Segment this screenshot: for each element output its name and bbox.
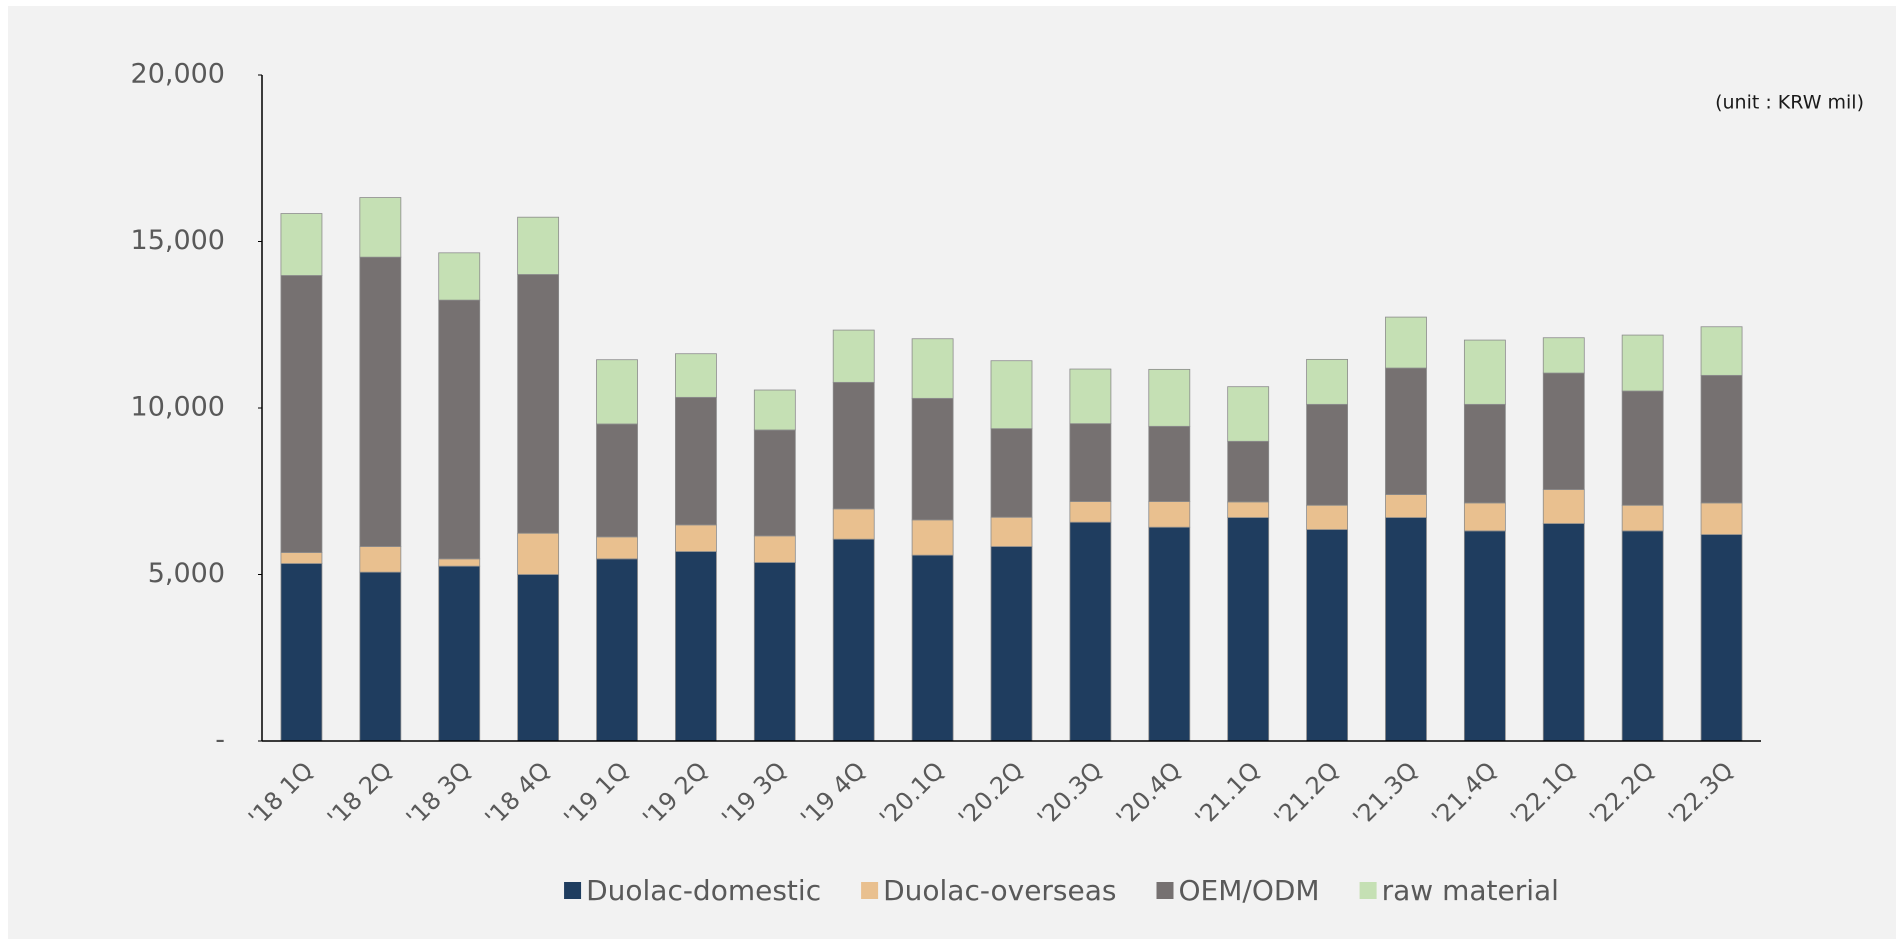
bar-segment [1463,403,1506,504]
bar-segment [1385,494,1427,518]
y-tick-label: 10,000 [131,392,225,423]
bar-segment [675,353,717,398]
bar-segment [596,423,638,538]
bar-segment [1463,339,1506,405]
bar-segment [280,552,323,564]
y-tick-label: 5,000 [148,558,225,589]
bar-segment [675,551,717,742]
bar-segment [1542,489,1585,524]
bar-segment [832,508,875,540]
bar-segment [1306,403,1348,506]
legend-swatch [564,882,582,899]
bar-segment [596,359,638,425]
bar-segment [517,574,560,742]
bar-segment [280,563,323,742]
bar-segment [753,429,796,537]
bar-segment [832,329,875,383]
bar-segment [1306,358,1348,405]
bar-segment [1542,337,1585,374]
bar-segment [1463,502,1506,532]
legend-swatch [861,882,879,899]
y-tick-label: 15,000 [131,225,225,256]
legend-label: raw material [1382,874,1559,907]
bar-segment [911,519,954,556]
bar-segment [359,571,402,742]
bar-segment [1227,440,1270,503]
bar-segment [517,532,560,575]
bar-segment [1700,326,1743,376]
bar-segment [438,558,481,567]
bar-segment [911,338,954,399]
bar-segment [1621,390,1664,506]
y-tick-label: - [215,725,225,756]
bar-segment [990,360,1033,430]
bar-segment [1700,374,1743,504]
bar-segment [1700,502,1743,535]
y-tick-label: 20,000 [131,59,225,90]
bar-segment [1385,517,1427,742]
bar-segment [911,397,954,521]
bar-segment [1148,501,1191,528]
bar-segment [359,197,402,258]
bar-segment [990,546,1033,742]
bar-segment [280,275,323,553]
bar-segment [596,558,638,742]
bar-segment [1385,316,1427,369]
bar-segment [517,274,560,534]
bar-segment [1069,501,1112,523]
bar-segment [1621,334,1664,392]
bar-segment [1542,372,1585,490]
legend-label: Duolac-overseas [883,874,1116,907]
bar-segment [753,562,796,742]
bar-segment [1621,530,1664,742]
bar-segment [1306,529,1348,742]
bar-segment [1227,386,1270,442]
bar-segment [832,381,875,510]
bar-segment [990,516,1033,547]
bar-segment [1227,501,1270,518]
bar-segment [359,256,402,547]
bar-segment [753,535,796,563]
bar-segment [990,428,1033,518]
bar-segment [1306,504,1348,530]
bar-segment [1227,517,1270,742]
bar-segment [438,252,481,301]
unit-annotation: (unit : KRW mil) [1715,92,1864,114]
legend-label: Duolac-domestic [586,874,821,907]
bar-segment [1069,521,1112,742]
bar-segment [438,565,481,742]
bar-segment [359,546,402,573]
legend-label: OEM/ODM [1179,874,1320,907]
bar-segment [1069,368,1112,425]
bar-segment [911,554,954,742]
bar-segment [1542,523,1585,742]
bar-segment [832,538,875,742]
bar-segment [517,216,560,275]
bar-segment [1069,423,1112,502]
legend-swatch [1359,882,1377,899]
bar-segment [675,396,717,526]
bar-segment [1700,534,1743,742]
bar-segment [675,524,717,552]
bar-segment [1385,367,1427,495]
bar-segment [1148,368,1191,427]
legend-swatch [1156,882,1174,899]
bar-segment [438,299,481,560]
bar-segment [596,536,638,560]
bar-segment [280,213,323,276]
bar-segment [1621,504,1664,532]
bar-segment [1148,526,1191,742]
bar-segment [1463,530,1506,742]
bar-segment [753,389,796,431]
bar-segment [1148,425,1191,502]
